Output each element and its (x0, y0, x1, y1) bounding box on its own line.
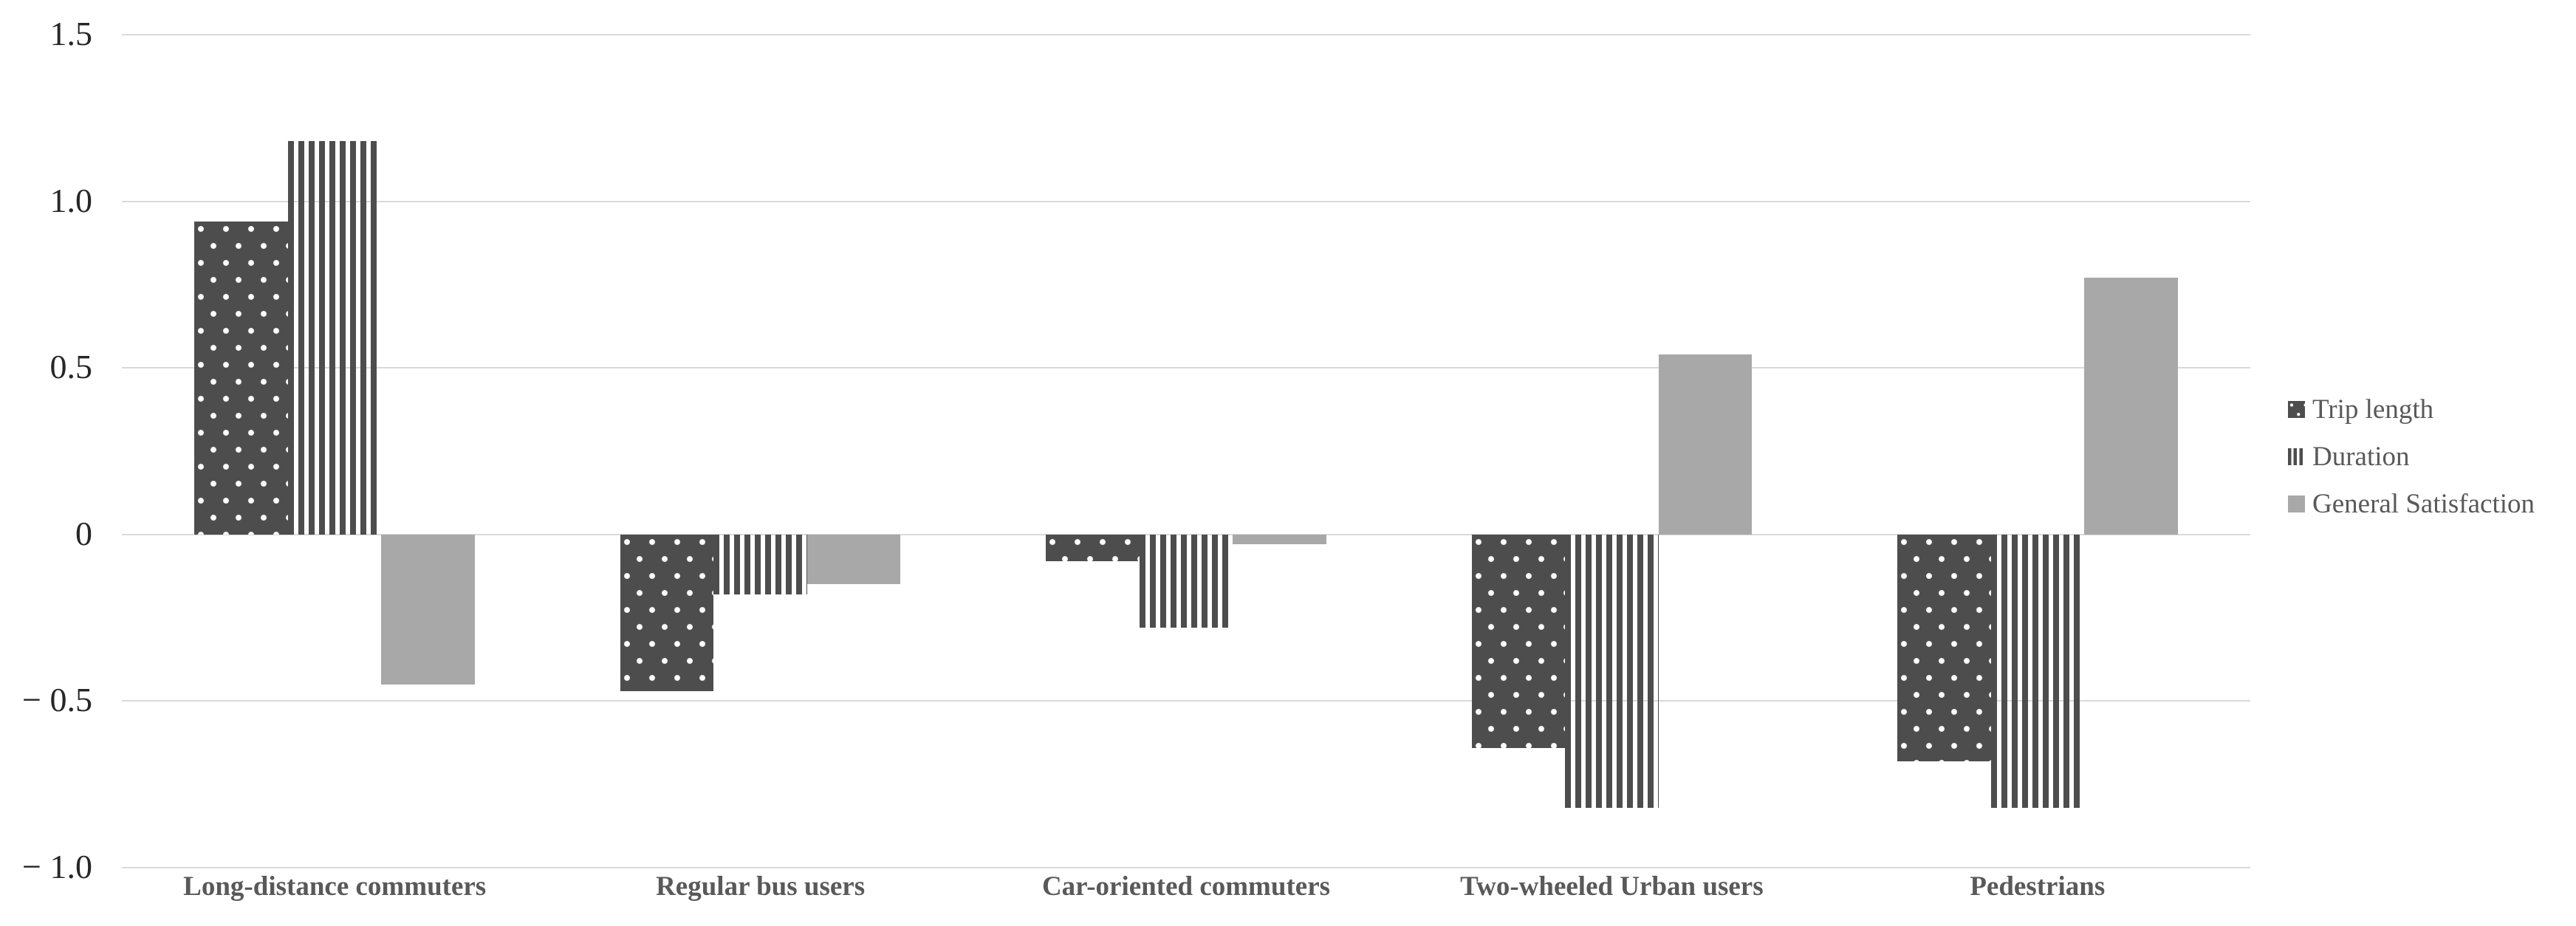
bar (287, 141, 382, 535)
general-satisfaction-legend-swatch-icon (2288, 495, 2305, 512)
trip-length-legend-swatch-icon (2288, 401, 2305, 418)
legend-item-general-satisfaction: General Satisfaction (2288, 490, 2535, 518)
y-axis-tick-label: − 0.5 (22, 681, 92, 719)
y-axis-tick-label: 0 (75, 514, 92, 552)
bar (2084, 278, 2178, 535)
legend-item-duration: Duration (2288, 443, 2535, 470)
legend-item-trip-length: Trip length (2288, 396, 2535, 423)
y-axis-tick-label: − 1.0 (22, 848, 92, 886)
duration-legend-swatch-icon (2288, 448, 2305, 465)
bar (194, 221, 288, 535)
bar (1233, 534, 1326, 545)
category-label: Car-oriented commuters (1041, 871, 1331, 902)
bar (1658, 354, 1753, 535)
bar (1471, 534, 1566, 748)
bar (620, 534, 714, 691)
gridline--0.5 (122, 700, 2250, 702)
gridline-1.5 (122, 34, 2250, 35)
gridline-0.5 (122, 367, 2250, 369)
legend-label: General Satisfaction (2312, 489, 2535, 519)
legend-label: Duration (2312, 442, 2410, 472)
bar (1046, 534, 1140, 561)
gridline--1 (122, 867, 2250, 868)
bar (1139, 534, 1233, 628)
bar (806, 534, 901, 585)
category-label: Pedestrians (1970, 871, 2106, 902)
category-label: Two-wheeled Urban users (1460, 871, 1764, 902)
y-axis-tick-label: 0.5 (49, 348, 93, 386)
y-axis-tick-label: 1.5 (49, 15, 93, 53)
legend: Trip length Duration General Satisfactio… (2288, 396, 2535, 518)
category-label: Long-distance commuters (183, 871, 487, 902)
bar (1897, 534, 1991, 761)
y-axis-tick-label: 1.0 (49, 181, 93, 219)
bar (1990, 534, 2085, 808)
bar (713, 534, 807, 594)
bar (1565, 534, 1659, 808)
category-label: Regular bus users (656, 871, 866, 902)
bar (381, 534, 475, 685)
legend-label: Trip length (2312, 394, 2434, 425)
gridline-1 (122, 200, 2250, 202)
